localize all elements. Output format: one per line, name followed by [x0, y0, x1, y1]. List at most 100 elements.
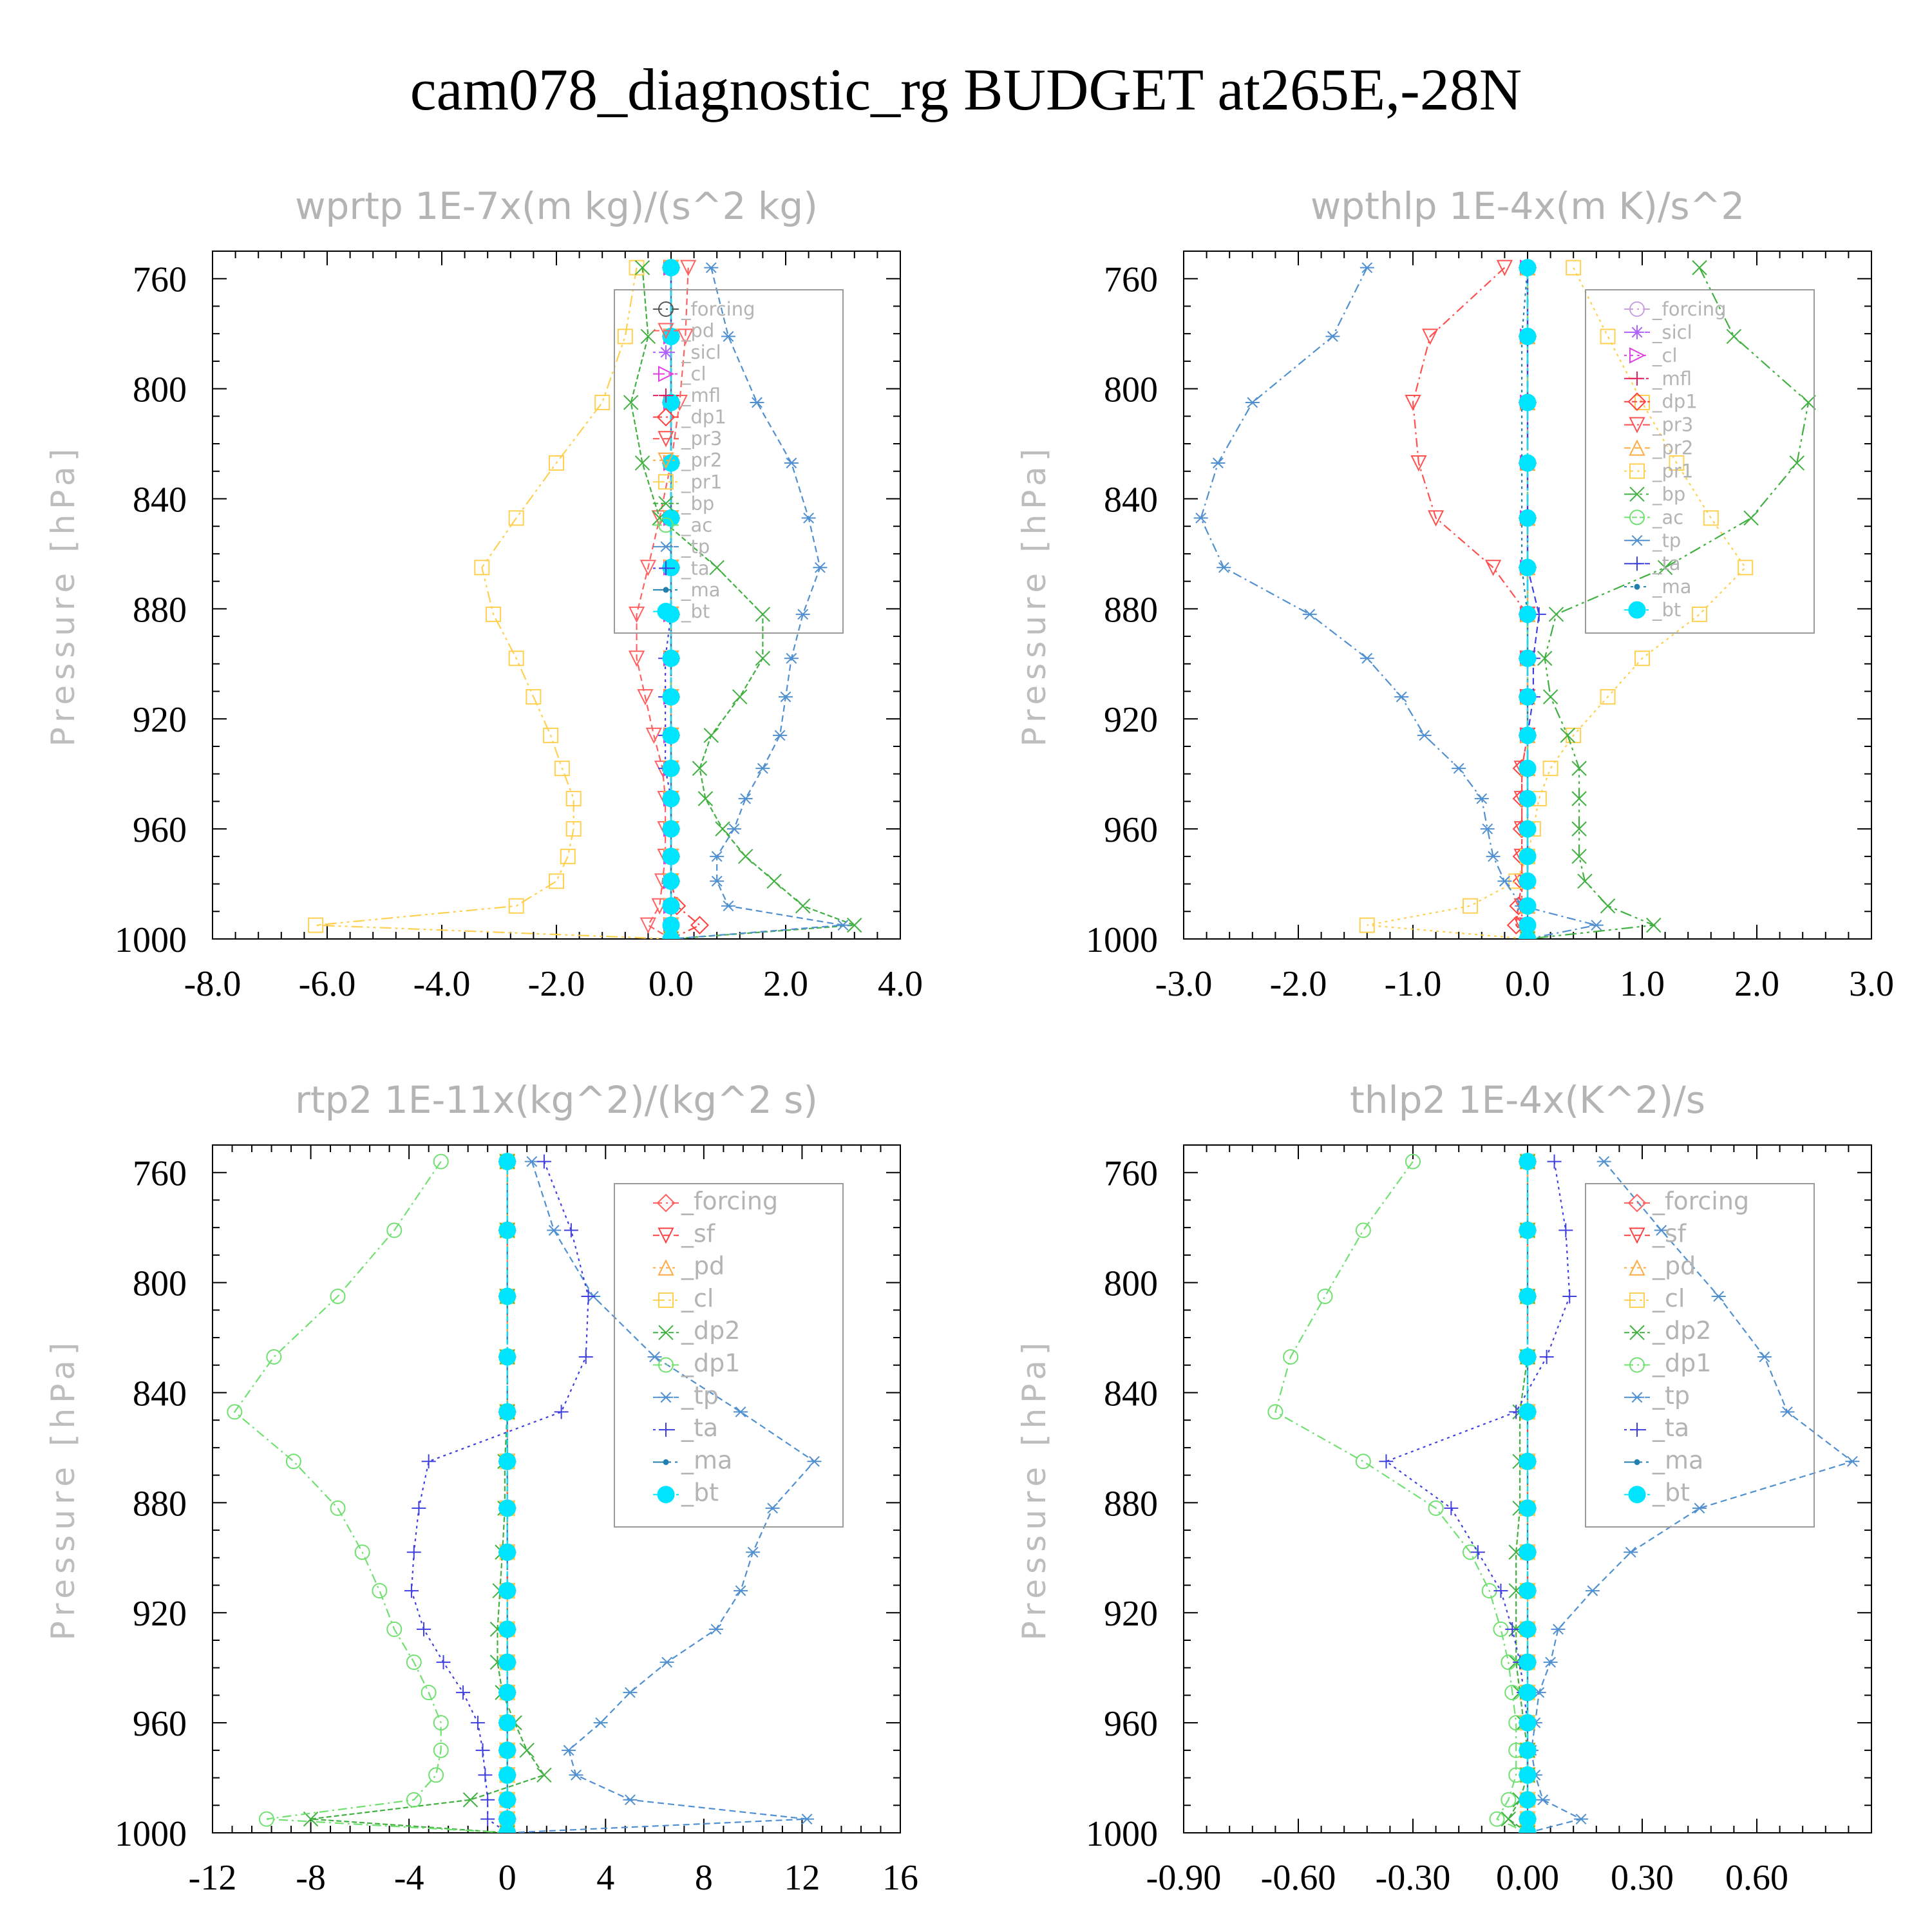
data-point [734, 1406, 748, 1417]
legend-item: _ma [653, 579, 721, 601]
legend: _forcing_pd_sicl_cl_mfl_dp1_pr3_pr2_pr1_… [614, 289, 844, 634]
series-dp1 [227, 1153, 515, 1833]
legend-marker [658, 323, 674, 339]
data-point [1410, 455, 1427, 472]
y-axis-label: Pressure [hPa] [44, 444, 82, 747]
data-point [1519, 1153, 1537, 1171]
legend-marker [1629, 1227, 1645, 1244]
series-pr1 [308, 260, 679, 939]
chart-panel-4: thlp2 1E-4x(K^2)/s Pressure [hPa] -0.90 -0.… [1016, 1078, 1872, 1898]
data-point [1519, 1653, 1537, 1671]
data-point [421, 1454, 436, 1469]
data-point [813, 562, 828, 573]
legend-label: _sicl [681, 341, 721, 363]
data-point [547, 1225, 562, 1236]
plot-area [308, 258, 862, 939]
data-point [710, 851, 724, 862]
data-point [1359, 917, 1375, 933]
legend-marker [657, 602, 675, 620]
data-point [640, 328, 656, 345]
data-point [1560, 728, 1576, 743]
x-tick-label: -8.0 [184, 964, 242, 1004]
legend-marker [658, 1292, 674, 1308]
y-tick-label: 1000 [115, 1814, 187, 1854]
data-point [462, 1792, 478, 1808]
data-point [1547, 1154, 1562, 1169]
legend-item: _pr1 [653, 471, 722, 493]
legend-marker [663, 1459, 669, 1465]
data-point [1535, 1794, 1550, 1806]
data-point [1519, 1683, 1537, 1701]
legend-item: _cl [653, 1284, 714, 1312]
legend-item: _bt [653, 1479, 719, 1507]
data-point [1496, 260, 1513, 276]
legend-item: _sf [1624, 1219, 1687, 1247]
legend-item: _ta [1624, 553, 1681, 574]
data-point [1519, 327, 1537, 345]
data-point [750, 397, 764, 408]
series-line [670, 267, 844, 939]
data-point [1743, 510, 1759, 526]
legend-label: _pd [1652, 1252, 1696, 1280]
y-tick-label: 880 [133, 1484, 187, 1524]
legend-marker [658, 1357, 674, 1373]
y-tick-label: 960 [133, 810, 187, 850]
legend-label: _ma [681, 1446, 732, 1474]
data-point [692, 761, 708, 776]
data-point [1519, 1348, 1537, 1366]
legend-item: _cl [1624, 345, 1678, 366]
data-point [1539, 1349, 1554, 1364]
legend-marker [1634, 1459, 1640, 1465]
data-point [1359, 652, 1374, 664]
data-point [1217, 562, 1231, 573]
legend-marker [659, 561, 673, 576]
data-point [404, 1584, 419, 1598]
y-tick-label: 840 [133, 1374, 187, 1414]
data-point [623, 1794, 638, 1806]
y-axis-label: Pressure [hPa] [1016, 444, 1053, 747]
data-point [1501, 1792, 1517, 1808]
series-bt [1519, 1153, 1537, 1833]
legend-item: _sicl [1624, 321, 1692, 343]
data-point [498, 1543, 516, 1561]
x-tick-label: 16 [882, 1858, 918, 1898]
data-point [498, 1499, 516, 1517]
data-point [524, 1156, 539, 1168]
data-point [1519, 930, 1537, 939]
data-point [1600, 898, 1616, 914]
data-point [677, 328, 694, 345]
data-point [1780, 1406, 1795, 1417]
data-point [486, 606, 502, 622]
data-point [498, 1153, 516, 1171]
data-point [623, 1687, 638, 1698]
data-point [549, 873, 564, 889]
data-point [807, 1455, 822, 1467]
series-dp1 [1506, 258, 1537, 939]
legend-label: _ma [681, 579, 721, 601]
data-point [726, 823, 741, 835]
legend-label: _cl [681, 363, 706, 385]
data-point [1355, 1454, 1371, 1470]
series-bt [498, 1153, 516, 1833]
data-point [554, 761, 570, 777]
data-point [498, 1653, 516, 1671]
data-point [703, 728, 719, 743]
data-point [1417, 730, 1432, 741]
data-point [662, 558, 680, 576]
legend-item: _bp [653, 493, 714, 515]
data-point [1486, 851, 1501, 862]
data-point [470, 1716, 485, 1730]
legend-item: _sicl [653, 341, 721, 363]
data-point [474, 560, 490, 576]
data-point [1543, 1656, 1558, 1668]
legend-label: _pd [681, 1252, 724, 1280]
data-point [801, 512, 816, 524]
data-point [662, 259, 680, 277]
data-point [628, 650, 645, 667]
data-point [628, 606, 645, 623]
x-tick-label: -2.0 [528, 964, 585, 1004]
legend-marker [1629, 439, 1645, 456]
panel-title: wpthlp 1E-4x(m K)/s^2 [1311, 184, 1745, 228]
data-point [662, 872, 680, 890]
legend-label: _tp [1652, 1381, 1690, 1410]
